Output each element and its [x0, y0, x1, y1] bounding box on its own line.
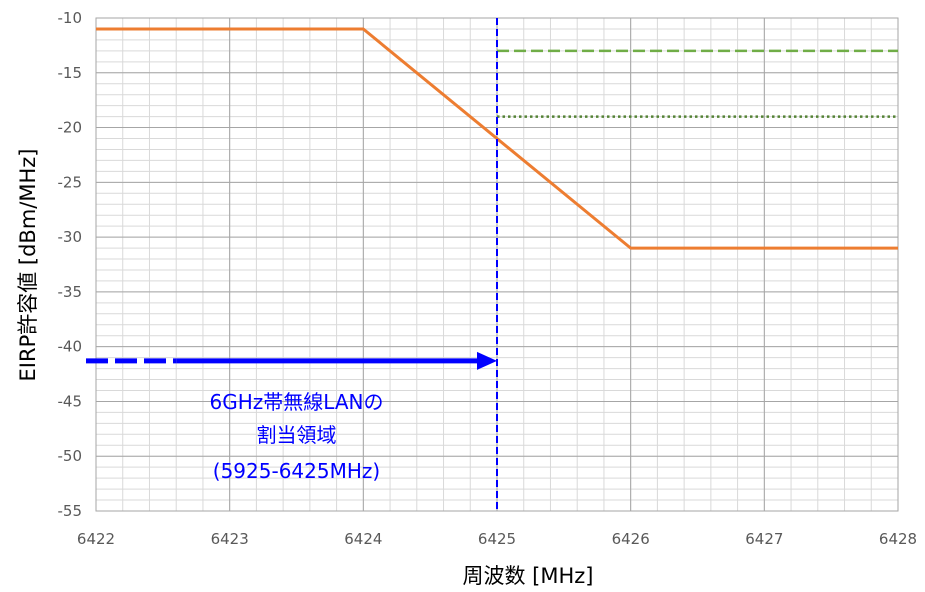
- x-tick-label: 6424: [344, 530, 382, 548]
- annotation-line-1: 割当領域: [257, 423, 337, 447]
- y-tick-labels: -10 -15 -20 -25 -30 -35 -40 -45 -50 -55: [58, 9, 83, 520]
- annotation-line-2: (5925-6425MHz): [213, 459, 380, 483]
- annotation-line-0: 6GHz帯無線LANの: [209, 390, 383, 414]
- arrow-head: [477, 351, 497, 370]
- y-axis-title: EIRP許容値 [dBm/MHz]: [16, 149, 40, 382]
- x-axis-title: 周波数 [MHz]: [463, 564, 594, 588]
- y-tick-label: -25: [58, 173, 83, 191]
- y-tick-label: -30: [58, 228, 83, 246]
- x-tick-label: 6423: [211, 530, 249, 548]
- x-tick-label: 6426: [612, 530, 650, 548]
- x-tick-label: 6425: [478, 530, 516, 548]
- y-tick-label: -35: [58, 283, 83, 301]
- series-layer: [96, 18, 898, 511]
- y-tick-label: -55: [58, 502, 83, 520]
- x-tick-labels: 6422 6423 6424 6425 6426 6427 6428: [77, 530, 917, 548]
- y-tick-label: -40: [58, 338, 83, 356]
- y-tick-label: -20: [58, 119, 83, 137]
- y-tick-label: -45: [58, 392, 83, 410]
- x-tick-label: 6427: [745, 530, 783, 548]
- y-tick-label: -50: [58, 447, 83, 465]
- x-tick-label: 6428: [879, 530, 917, 548]
- y-tick-label: -15: [58, 64, 83, 82]
- x-tick-label: 6422: [77, 530, 115, 548]
- y-tick-label: -10: [58, 9, 83, 27]
- series-line-0: [96, 27, 898, 250]
